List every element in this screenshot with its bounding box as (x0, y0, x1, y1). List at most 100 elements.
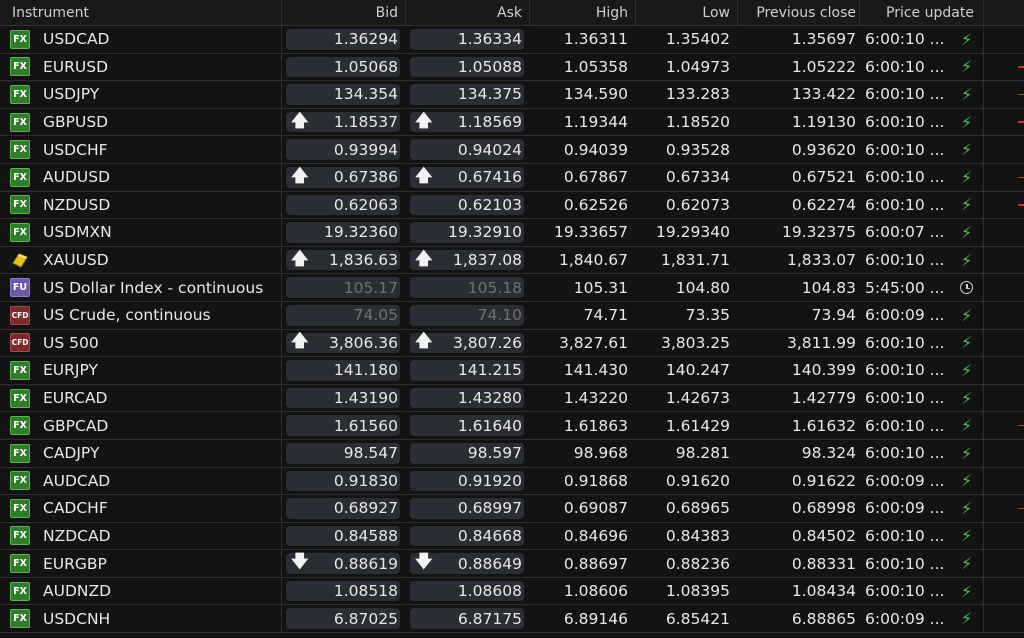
bid-price-box[interactable] (286, 580, 400, 602)
bid-cell[interactable]: 1.05068 (282, 54, 404, 81)
table-row[interactable]: FX AUDNZD 1.08518 1.08608 1.08606 1.0839… (0, 577, 1024, 606)
bid-price-box[interactable] (286, 332, 400, 354)
bid-price-box[interactable] (286, 525, 400, 547)
table-row[interactable]: FX EURGBP 🡇 0.88619 🡇 0.88649 0.88697 0.… (0, 550, 1024, 578)
bid-price-box[interactable] (286, 166, 400, 188)
bid-cell[interactable]: 0.84588 (282, 523, 404, 550)
table-row[interactable]: FX AUDUSD 🡅 0.67386 🡅 0.67416 0.67867 0.… (0, 163, 1024, 192)
column-divider[interactable] (405, 0, 406, 25)
instrument-cell[interactable]: FX NZDUSD (0, 192, 281, 219)
bid-cell[interactable]: 105.17 (282, 274, 404, 301)
bid-price-box[interactable] (286, 222, 400, 243)
bid-price-box[interactable] (286, 84, 400, 105)
instrument-cell[interactable]: XAUUSD (0, 247, 281, 274)
ask-cell[interactable]: 0.68997 (406, 495, 528, 522)
instrument-cell[interactable]: FX AUDCAD (0, 468, 281, 495)
ask-cell[interactable]: 1.08608 (406, 578, 528, 605)
table-row[interactable]: FX USDMXN 19.32360 19.32910 19.33657 19.… (0, 219, 1024, 247)
instrument-cell[interactable]: FX USDCNH (0, 605, 281, 632)
instrument-cell[interactable]: FX AUDUSD (0, 164, 281, 191)
instrument-cell[interactable]: FX NZDCAD (0, 523, 281, 550)
column-header-bid[interactable]: Bid (375, 4, 398, 21)
ask-price-box[interactable] (410, 470, 524, 492)
table-row[interactable]: FX USDJPY 134.354 134.375 134.590 133.28… (0, 81, 1024, 109)
table-row[interactable]: FX EURUSD 1.05068 1.05088 1.05358 1.0497… (0, 53, 1024, 82)
bid-price-box[interactable] (286, 111, 400, 133)
ask-price-box[interactable] (410, 498, 524, 519)
table-row[interactable]: FX EURJPY 141.180 141.215 141.430 140.24… (0, 357, 1024, 385)
bid-price-box[interactable] (286, 608, 400, 630)
bid-cell[interactable]: 1.36294 (282, 26, 404, 53)
column-header-previous-close[interactable]: Previous close (756, 4, 856, 21)
bid-cell[interactable]: 1.08518 (282, 578, 404, 605)
ask-cell[interactable]: 🡅 3,807.26 (406, 330, 528, 357)
ask-price-box[interactable] (410, 277, 524, 298)
ask-cell[interactable]: 141.215 (406, 357, 528, 384)
bid-cell[interactable]: 0.62063 (282, 192, 404, 219)
instrument-cell[interactable]: FX GBPCAD (0, 412, 281, 439)
bid-cell[interactable]: 6.87025 (282, 605, 404, 632)
ask-cell[interactable]: 0.91920 (406, 468, 528, 495)
table-row[interactable]: FX USDCHF 0.93994 0.94024 0.94039 0.9352… (0, 136, 1024, 164)
table-row[interactable]: FX NZDUSD 0.62063 0.62103 0.62526 0.6207… (0, 191, 1024, 220)
ask-cell[interactable]: 74.10 (406, 302, 528, 329)
table-row[interactable]: FX CADJPY 98.547 98.597 98.968 98.281 98… (0, 439, 1024, 468)
ask-cell[interactable]: 1.43280 (406, 385, 528, 412)
ask-price-box[interactable] (410, 56, 524, 78)
ask-price-box[interactable] (410, 608, 524, 630)
ask-cell[interactable]: 134.375 (406, 81, 528, 108)
column-header-high[interactable]: High (595, 4, 628, 21)
bid-price-box[interactable] (286, 415, 400, 436)
table-row[interactable]: FX USDCAD 1.36294 1.36334 1.36311 1.3540… (0, 26, 1024, 54)
ask-price-box[interactable] (410, 194, 524, 216)
instrument-cell[interactable]: FX EURGBP (0, 550, 281, 577)
bid-cell[interactable]: 74.05 (282, 302, 404, 329)
ask-price-box[interactable] (410, 332, 524, 354)
instrument-cell[interactable]: FX USDCHF (0, 136, 281, 163)
table-row[interactable]: FX AUDCAD 0.91830 0.91920 0.91868 0.9162… (0, 467, 1024, 496)
ask-price-box[interactable] (410, 387, 524, 409)
table-row[interactable]: FX CADCHF 0.68927 0.68997 0.69087 0.6896… (0, 495, 1024, 523)
bid-cell[interactable]: 🡅 0.67386 (282, 164, 404, 191)
column-header-price-update[interactable]: Price update (886, 4, 974, 21)
bid-cell[interactable]: 141.180 (282, 357, 404, 384)
instrument-cell[interactable]: FX EURUSD (0, 54, 281, 81)
ask-price-box[interactable] (410, 249, 524, 271)
ask-cell[interactable]: 105.18 (406, 274, 528, 301)
ask-price-box[interactable] (410, 84, 524, 105)
bid-price-box[interactable] (286, 29, 400, 50)
bid-price-box[interactable] (286, 387, 400, 409)
bid-cell[interactable]: 1.61560 (282, 412, 404, 439)
bid-price-box[interactable] (286, 304, 400, 326)
instrument-cell[interactable]: FX AUDNZD (0, 578, 281, 605)
ask-cell[interactable]: 0.84668 (406, 523, 528, 550)
bid-price-box[interactable] (286, 249, 400, 271)
ask-price-box[interactable] (410, 139, 524, 160)
column-divider[interactable] (859, 0, 860, 25)
bid-cell[interactable]: 134.354 (282, 81, 404, 108)
column-header-ask[interactable]: Ask (497, 4, 522, 21)
bid-price-box[interactable] (286, 56, 400, 78)
bid-price-box[interactable] (286, 277, 400, 298)
bid-cell[interactable]: 🡅 1,836.63 (282, 247, 404, 274)
bid-cell[interactable]: 1.43190 (282, 385, 404, 412)
ask-cell[interactable]: 🡅 1.18569 (406, 109, 528, 136)
column-header-instrument[interactable]: Instrument (12, 4, 90, 21)
bid-price-box[interactable] (286, 498, 400, 519)
ask-price-box[interactable] (410, 111, 524, 133)
table-row[interactable]: XAUUSD 🡅 1,836.63 🡅 1,837.08 1,840.67 1,… (0, 246, 1024, 275)
ask-price-box[interactable] (410, 553, 524, 574)
ask-cell[interactable]: 1.05088 (406, 54, 528, 81)
ask-cell[interactable]: 19.32910 (406, 219, 528, 246)
ask-price-box[interactable] (410, 580, 524, 602)
bid-cell[interactable]: 98.547 (282, 440, 404, 467)
bid-cell[interactable]: 0.68927 (282, 495, 404, 522)
table-row[interactable]: CFD US 500 🡅 3,806.36 🡅 3,807.26 3,827.6… (0, 329, 1024, 358)
instrument-cell[interactable]: FX GBPUSD (0, 109, 281, 136)
bid-cell[interactable]: 🡅 1.18537 (282, 109, 404, 136)
ask-cell[interactable]: 🡇 0.88649 (406, 550, 528, 577)
column-divider[interactable] (737, 0, 738, 25)
column-divider[interactable] (983, 0, 984, 25)
ask-cell[interactable]: 🡅 0.67416 (406, 164, 528, 191)
bid-price-box[interactable] (286, 553, 400, 574)
